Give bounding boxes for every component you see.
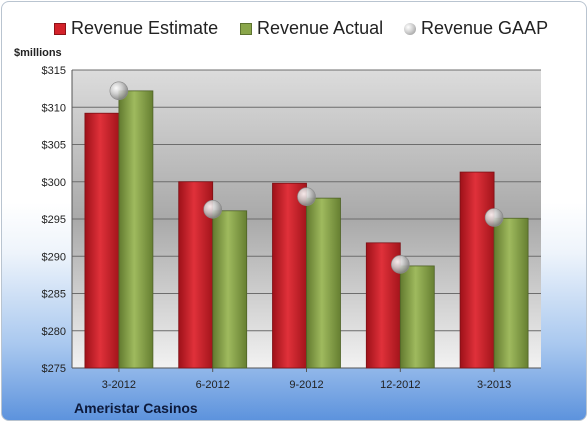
- x-tick-label: 3-2013: [477, 379, 511, 391]
- bar-estimate: [84, 112, 120, 369]
- marker-gaap: [203, 200, 222, 219]
- marker-gaap: [109, 81, 129, 101]
- legend-label-gaap: Revenue GAAP: [421, 18, 549, 38]
- x-tick-label: 12-2012: [380, 379, 420, 391]
- y-axis-unit-label: $millions: [14, 47, 62, 59]
- legend-item-gaap: Revenue GAAP: [404, 18, 548, 39]
- bar-actual: [399, 265, 435, 369]
- x-tick-label: 3-2012: [102, 379, 136, 391]
- legend-label-actual: Revenue Actual: [257, 18, 384, 38]
- y-tick-label: $295: [42, 214, 66, 226]
- y-tick-label: $310: [42, 102, 66, 114]
- y-tick-label: $315: [42, 65, 66, 77]
- bar-estimate: [459, 171, 495, 369]
- marker-gaap: [390, 255, 410, 274]
- y-tick-label: $300: [42, 177, 66, 189]
- company-name: Ameristar Casinos: [74, 400, 198, 416]
- y-tick-label: $275: [42, 363, 66, 375]
- y-tick-label: $280: [42, 326, 66, 338]
- legend-item-estimate: Revenue Estimate: [54, 18, 218, 39]
- x-tick-label: 6-2012: [196, 379, 230, 391]
- x-tick-label: 9-2012: [289, 379, 323, 391]
- marker-gaap: [297, 187, 316, 206]
- bar-actual: [212, 210, 248, 369]
- y-tick-label: $290: [42, 251, 66, 263]
- legend-item-actual: Revenue Actual: [240, 18, 383, 39]
- bar-estimate: [272, 182, 307, 369]
- legend-swatch-estimate: [54, 22, 66, 35]
- bar-actual: [493, 217, 529, 369]
- legend-swatch-gaap: [404, 22, 416, 35]
- y-tick-label: $305: [42, 140, 66, 152]
- legend-swatch-actual: [240, 22, 252, 35]
- legend-label-estimate: Revenue Estimate: [71, 18, 219, 38]
- legend: Revenue Estimate Revenue Actual Revenue …: [54, 18, 574, 42]
- bar-actual: [118, 90, 154, 369]
- bar-actual: [306, 197, 341, 369]
- y-tick-label: $285: [42, 289, 66, 301]
- marker-gaap: [484, 208, 504, 227]
